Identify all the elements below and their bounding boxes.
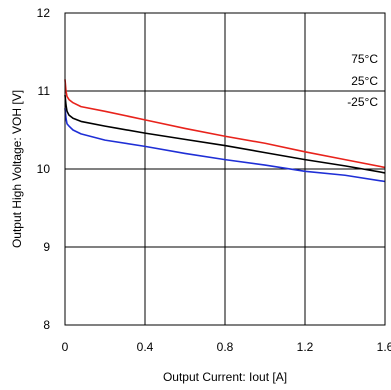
- series-line-2: [64, 108, 386, 183]
- x-tick-label-3: 1.2: [297, 340, 314, 354]
- plot-area-border: [64, 12, 386, 326]
- y-tick-label-3: 11: [38, 84, 51, 98]
- y-tick-label-4: 12: [37, 6, 51, 20]
- legend-label-1: 25°C: [351, 74, 378, 88]
- x-tick-label-4: 1.6: [377, 340, 391, 354]
- x-tick-label-0: 0: [62, 340, 69, 354]
- legend-label-0: 75°C: [351, 52, 378, 66]
- y-tick-labels: 8 9 10 11 12: [37, 6, 51, 332]
- series-line-1: [64, 94, 386, 174]
- legend: 75°C 25°C -25°C: [347, 52, 378, 109]
- y-tick-label-1: 9: [43, 240, 50, 254]
- legend-label-2: -25°C: [347, 95, 378, 109]
- x-tick-label-2: 0.8: [217, 340, 234, 354]
- y-axis-label: Output High Voltage: VOH [V]: [10, 90, 24, 248]
- x-tick-label-1: 0.4: [137, 340, 154, 354]
- x-tick-labels: 0 0.4 0.8 1.2 1.6: [62, 340, 391, 354]
- x-axis-label: Output Current: Iout [A]: [163, 370, 287, 384]
- series-line-0: [64, 79, 386, 169]
- series-lines: [64, 79, 386, 183]
- y-tick-label-2: 10: [37, 162, 51, 176]
- grid-lines: [65, 13, 385, 325]
- y-tick-label-0: 8: [43, 318, 50, 332]
